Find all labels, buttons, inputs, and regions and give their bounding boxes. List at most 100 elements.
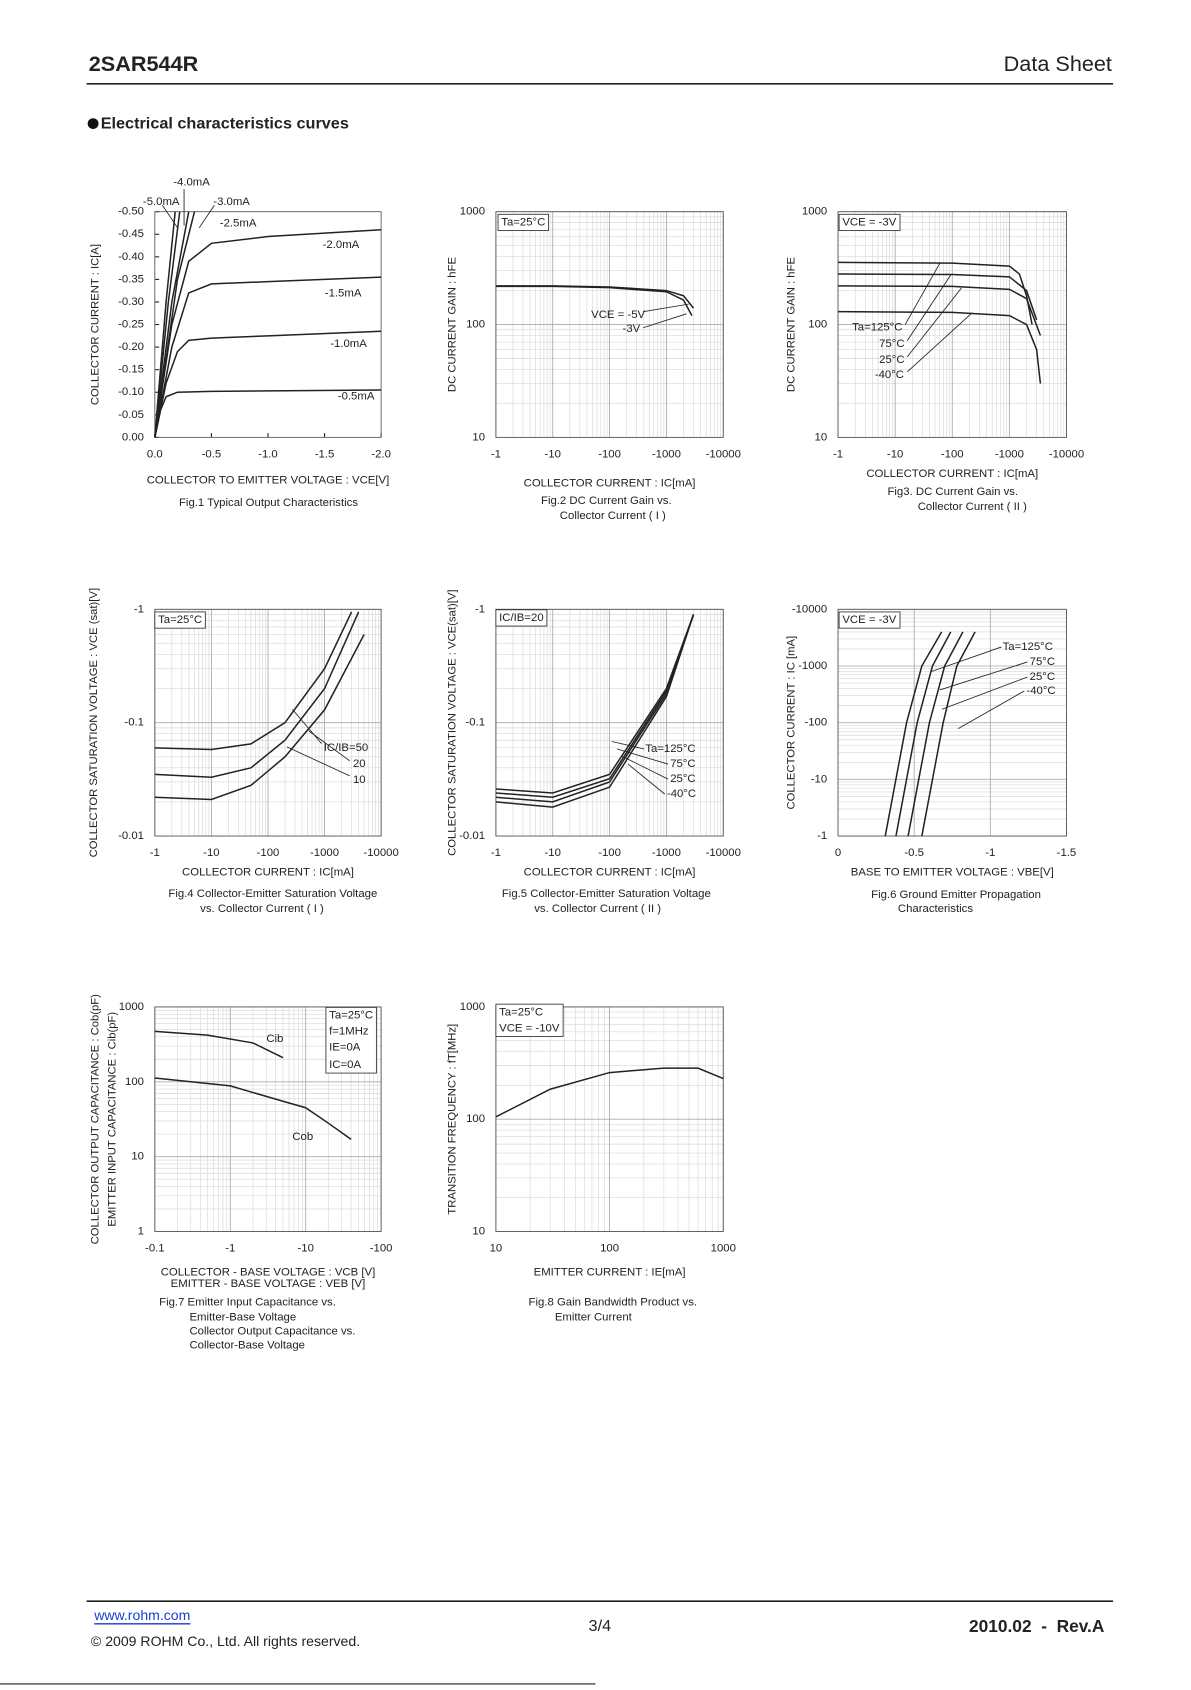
y-tick-label: 1 [138, 1226, 144, 1238]
annotation: f=1MHz [329, 1026, 369, 1038]
x-tick-label: -1.0 [258, 449, 278, 461]
annotation: IE=0A [329, 1042, 361, 1054]
leader-line [906, 274, 951, 341]
y-tick-label: -0.01 [459, 830, 485, 842]
y-axis-label: DC CURRENT GAIN : hFE [447, 257, 459, 392]
figure-caption: Emitter Current [555, 1312, 633, 1324]
x-tick-label: -100 [598, 449, 621, 461]
curve [154, 211, 196, 438]
y-tick-label: -0.1 [465, 717, 485, 729]
x-tick-label: -10 [297, 1243, 313, 1255]
curve [154, 211, 176, 438]
bullet [87, 118, 99, 129]
x-tick-label: -1.5 [315, 449, 335, 461]
x-axis-label: COLLECTOR CURRENT : IC[mA] [524, 478, 696, 490]
annotation-box [154, 611, 206, 629]
x-tick-label: 1000 [711, 1243, 736, 1255]
curve [154, 611, 360, 779]
x-tick-label: -0.5 [202, 449, 222, 461]
annotation: IC/IB=20 [499, 612, 544, 624]
annotation: VCE = -10V [499, 1022, 560, 1034]
y-tick-label: -1 [475, 603, 485, 615]
curve [154, 1030, 284, 1059]
page-number: 3/4 [589, 1617, 612, 1635]
series-label: -3.0mA [213, 196, 250, 208]
leader-line [286, 746, 350, 777]
leader-line [198, 205, 215, 229]
leader-line [627, 763, 666, 795]
x-tick-label: -1 [985, 847, 995, 859]
series-label: 75°C [879, 338, 904, 350]
annotation: Ta=25°C [501, 216, 545, 228]
x-tick-label: -1.5 [1057, 847, 1077, 859]
series-label: 75°C [1030, 656, 1055, 668]
curve [838, 285, 1042, 336]
x-tick-label: -10 [545, 449, 561, 461]
annotation: Ta=25°C [499, 1006, 543, 1018]
series-label: Ta=125°C [645, 743, 695, 755]
x-tick-label: -1000 [652, 847, 681, 859]
series-label: 25°C [1030, 671, 1055, 683]
y-tick-label: 10 [815, 431, 828, 443]
x-tick-label: -2.0 [371, 449, 391, 461]
figure-caption: Collector Output Capacitance vs. [189, 1325, 355, 1337]
x-tick-label: -10000 [706, 449, 741, 461]
figure-caption: Collector-Base Voltage [189, 1339, 305, 1351]
series-label: 10 [353, 774, 366, 786]
plot-frame [495, 211, 724, 438]
y-tick-label: -0.01 [118, 830, 144, 842]
x-tick-label: -1 [150, 847, 160, 859]
leader-line [622, 756, 669, 780]
leader-line [939, 661, 1028, 691]
y-axis-label: COLLECTOR CURRENT : IC [mA] [785, 636, 797, 810]
curve [838, 310, 1042, 384]
plot-frame [495, 1006, 724, 1232]
series-label: -2.0mA [323, 239, 360, 251]
figure-caption: Fig.5 Collector-Emitter Saturation Volta… [502, 888, 711, 900]
series-label: -3V [623, 323, 641, 335]
x-tick-label: -10 [887, 449, 903, 461]
y-tick-label: -1 [817, 830, 827, 842]
y-tick-label: -0.20 [118, 341, 144, 353]
y-axis-label: TRANSITION FREQUENCY : fT[MHz] [447, 1024, 459, 1215]
y-tick-label: 1000 [802, 206, 827, 218]
y-tick-label: 100 [125, 1076, 144, 1088]
figure-caption: Fig3. DC Current Gain vs. [887, 486, 1018, 498]
curve [154, 1077, 352, 1141]
y-axis-label: COLLECTOR OUTPUT CAPACITANCE : Cob(pF) [89, 994, 101, 1245]
series-label: Cib [266, 1033, 283, 1045]
y-tick-label: 100 [466, 1113, 485, 1125]
section-title: Electrical characteristics curves [101, 115, 349, 133]
curve [154, 634, 365, 801]
y-tick-label: -1000 [798, 660, 827, 672]
annotation: VCE = -3V [842, 216, 896, 228]
x-axis-label: COLLECTOR TO EMITTER VOLTAGE : VCE[V] [147, 474, 390, 486]
y-tick-label: -0.50 [118, 206, 144, 218]
series-label: -2.5mA [220, 218, 257, 230]
curve [838, 273, 1038, 321]
series-label: -40°C [1026, 685, 1055, 697]
plot-frame [154, 608, 382, 837]
url-link[interactable]: www.rohm.com [93, 1607, 190, 1623]
leader-line [907, 312, 973, 373]
y-tick-label: 1000 [460, 1001, 485, 1013]
y-tick-label: 10 [131, 1151, 144, 1163]
y-tick-label: -0.40 [118, 251, 144, 263]
y-tick-label: -0.1 [124, 717, 144, 729]
y-tick-label: 10 [472, 431, 485, 443]
leader-line [931, 646, 1002, 673]
series-label: 25°C [670, 773, 695, 785]
y-tick-label: -0.15 [118, 364, 144, 376]
leader-line [904, 263, 941, 325]
y-tick-label: 10 [472, 1226, 485, 1238]
annotation: Ta=25°C [158, 614, 202, 626]
x-tick-label: -100 [598, 847, 621, 859]
curve [884, 631, 943, 837]
leader-line [957, 690, 1025, 729]
x-tick-label: -100 [257, 847, 280, 859]
series-label: -40°C [667, 788, 696, 800]
y-tick-label: -0.10 [118, 386, 144, 398]
y-tick-label: 0.00 [122, 431, 144, 443]
x-tick-label: -1000 [652, 449, 681, 461]
y-tick-label: -1 [134, 603, 144, 615]
